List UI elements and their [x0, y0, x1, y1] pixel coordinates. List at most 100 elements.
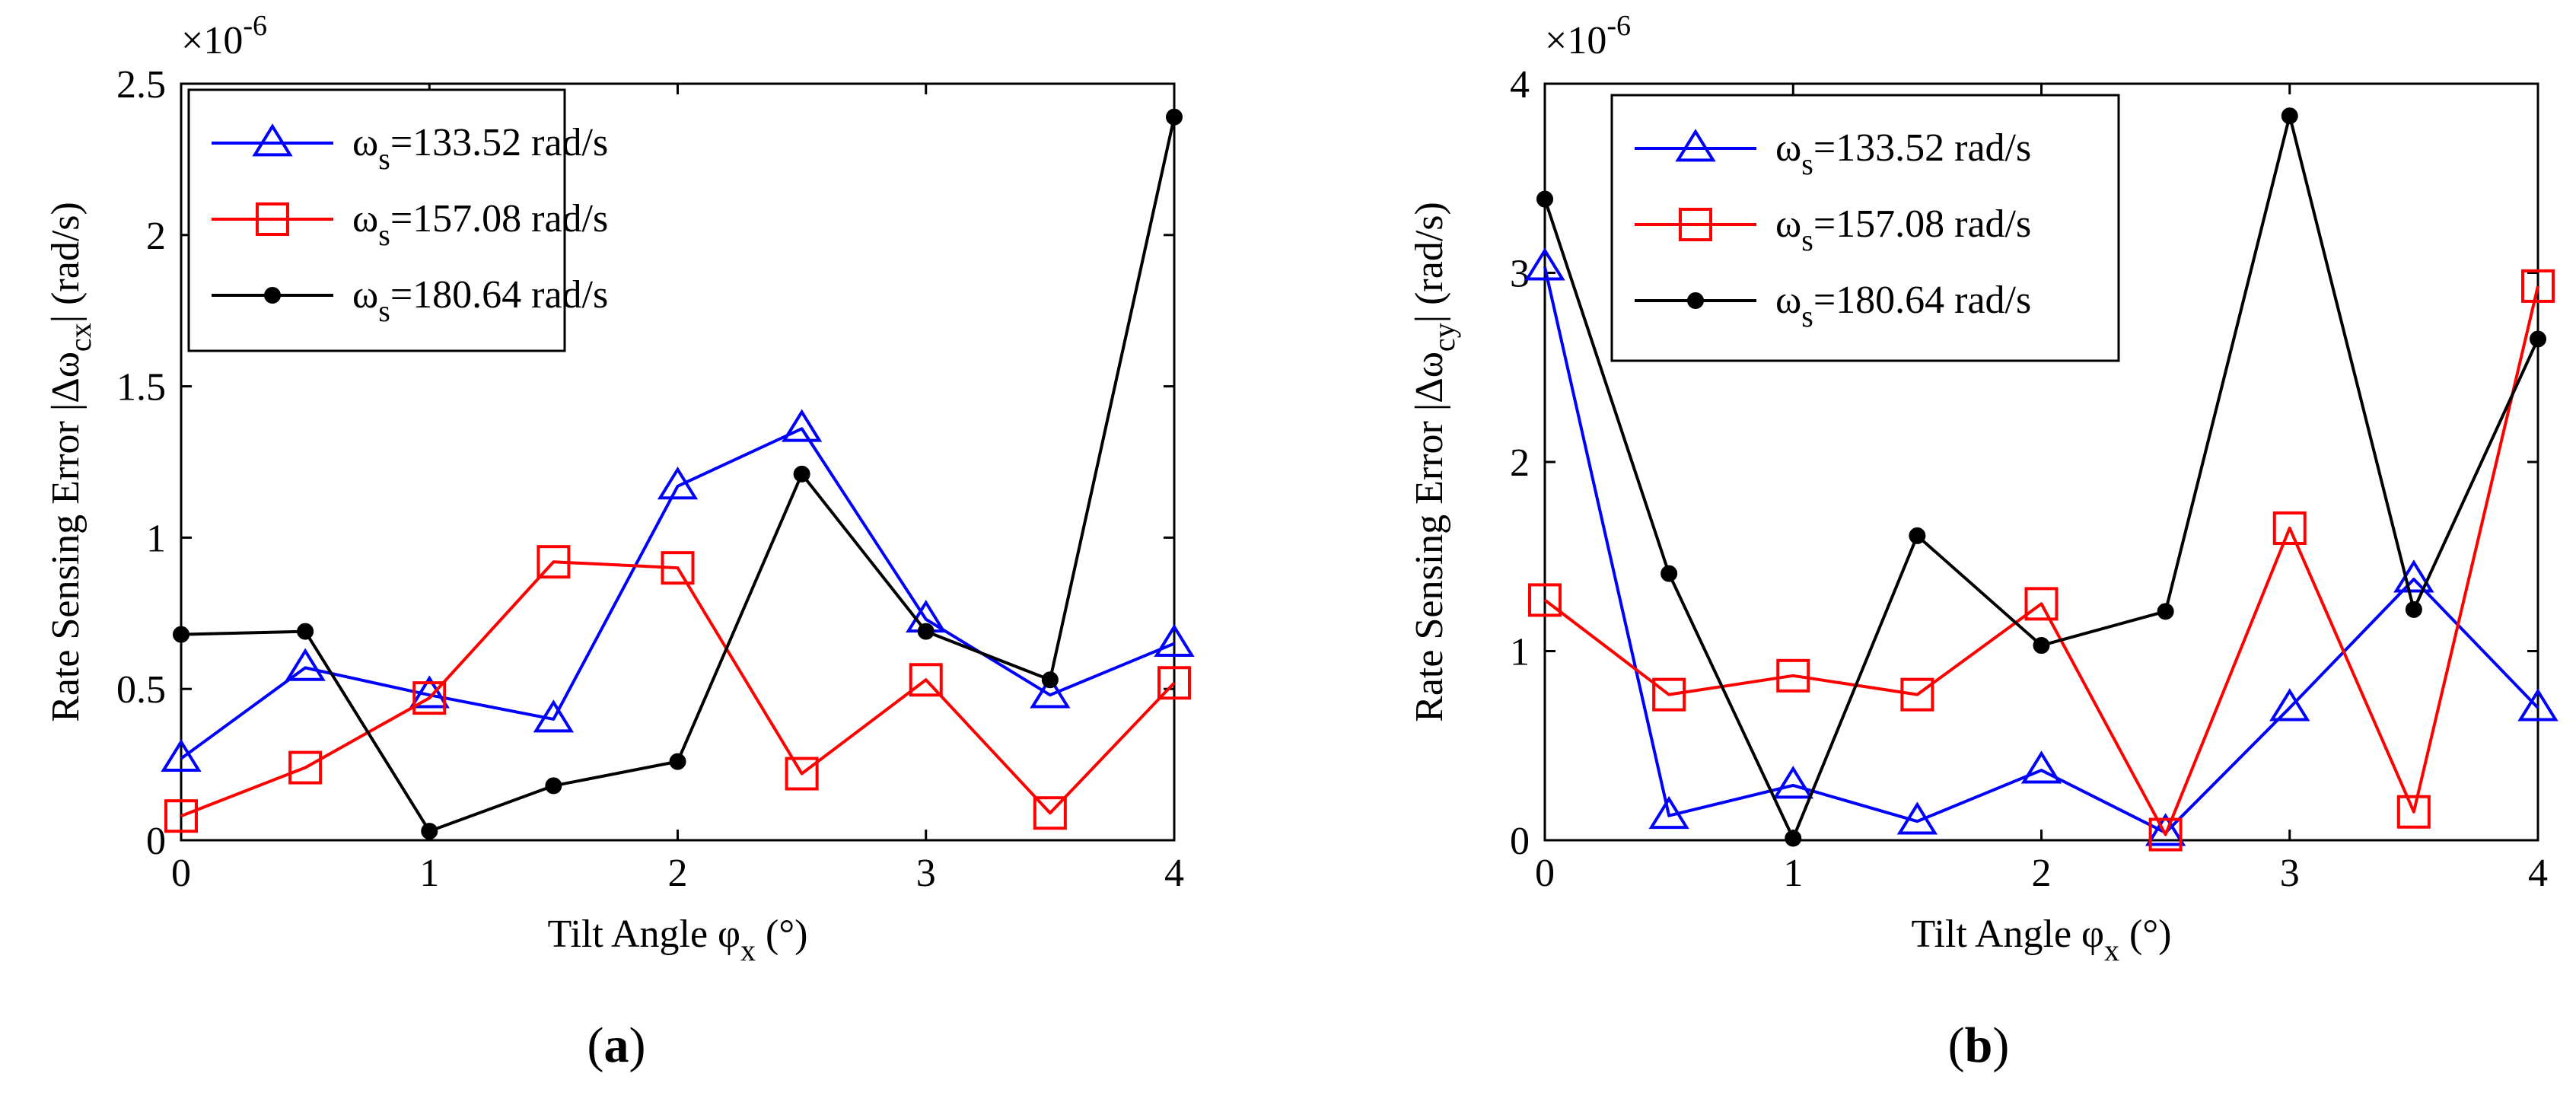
- y-axis-label: Rate Sensing Error |Δωcy| (rad/s): [1408, 202, 1461, 722]
- data-point: [1030, 675, 1071, 709]
- y-tick-label: 1.5: [116, 366, 166, 409]
- legend-entry: ωs=133.52 rad/s: [1775, 126, 2031, 181]
- data-point: [2148, 817, 2183, 852]
- y-tick-label: 0.5: [116, 668, 166, 712]
- data-point: [1166, 108, 1183, 126]
- x-tick-label: 0: [171, 852, 191, 895]
- x-tick-label: 0: [1535, 852, 1555, 895]
- data-point: [533, 699, 575, 733]
- data-point: [1776, 658, 1810, 693]
- legend-box: [1610, 94, 2120, 362]
- data-point: [2145, 813, 2186, 846]
- x-tick-label: 2: [2032, 852, 2052, 895]
- data-point: [412, 681, 447, 715]
- data-point: [1528, 583, 1562, 617]
- series-line: [1543, 266, 2539, 835]
- data-point: [1648, 795, 1689, 830]
- data-point: [781, 409, 823, 442]
- data-point: [2020, 750, 2062, 784]
- x-tick-label: 3: [2280, 852, 2300, 895]
- data-point: [1033, 796, 1067, 830]
- y-tick-label: 3: [1510, 253, 1530, 296]
- series-3: [173, 108, 1183, 840]
- legend-entry: ωs=157.08 rad/s: [352, 197, 608, 252]
- legend-marker: [1675, 129, 1716, 162]
- data-point: [1900, 677, 1934, 712]
- data-point: [1041, 671, 1059, 689]
- data-point: [297, 623, 314, 640]
- series-3: [1536, 107, 2546, 847]
- y-tick-label: 0: [146, 820, 166, 863]
- data-point: [173, 626, 189, 643]
- data-point: [2530, 330, 2546, 348]
- x-axis-label: Tilt Angle φx (°): [1912, 913, 2172, 967]
- legend-marker: [1679, 208, 1712, 241]
- x-tick-label: 2: [668, 852, 688, 895]
- y-tick-label: 2.5: [116, 63, 166, 107]
- data-point: [1896, 801, 1938, 835]
- data-point: [1154, 623, 1195, 657]
- y-tick-label: 4: [1510, 63, 1530, 107]
- data-point: [1652, 677, 1686, 712]
- data-point: [669, 753, 686, 770]
- data-point: [537, 545, 571, 579]
- x-tick-label: 4: [1164, 852, 1184, 895]
- series-2: [164, 545, 1191, 833]
- panel-label: (a): [587, 1018, 646, 1073]
- exponent-power: -6: [243, 10, 267, 42]
- panel-label: (b): [1948, 1018, 2010, 1073]
- y-axis-exponent: ×10-6: [181, 10, 267, 62]
- legend-marker: [252, 123, 293, 157]
- series-2: [1528, 269, 2555, 852]
- data-point: [1157, 666, 1191, 700]
- x-axis-label: Tilt Angle φx (°): [548, 913, 808, 967]
- chart-panel-a: 0 1 2 3 4 0 0.5 1 1.5 2 2.5 ×10-6 Tilt Angle φx (°) R…: [44, 10, 1195, 1073]
- data-point: [917, 623, 935, 640]
- series-1: [161, 409, 1195, 772]
- data-point: [2269, 688, 2310, 722]
- data-point: [421, 823, 438, 840]
- data-point: [2033, 637, 2050, 655]
- x-tick-label: 1: [419, 852, 439, 895]
- data-point: [409, 675, 450, 709]
- data-point: [1785, 830, 1802, 847]
- legend: ωs=133.52 rad/s ωs=157.08 rad/s ωs=180.64 …: [1610, 94, 2120, 362]
- x-tick-label: 1: [1783, 852, 1803, 895]
- data-point: [785, 757, 819, 791]
- data-point: [285, 648, 326, 681]
- data-point: [1909, 527, 1926, 544]
- exponent-base: ×10: [1545, 19, 1606, 62]
- data-point: [161, 738, 202, 772]
- data-point: [909, 663, 943, 697]
- legend-marker: [264, 287, 281, 304]
- y-tick-label: 0: [1510, 820, 1530, 863]
- legend-entry: ωs=180.64 rad/s: [352, 273, 608, 328]
- y-axis-exponent: ×10-6: [1545, 10, 1631, 62]
- exponent-base: ×10: [181, 19, 243, 62]
- data-point: [2396, 795, 2431, 829]
- data-point: [164, 799, 198, 833]
- x-tick-label: 4: [2528, 852, 2548, 895]
- exponent-power: -6: [1606, 10, 1631, 42]
- legend-marker: [256, 202, 289, 236]
- data-point: [657, 467, 699, 500]
- series-line: [180, 427, 1175, 760]
- legend-entry: ωs=133.52 rad/s: [352, 121, 608, 176]
- data-point: [2405, 600, 2422, 618]
- y-tick-label: 1: [1510, 631, 1530, 674]
- y-tick-label: 2: [1510, 441, 1530, 485]
- data-point: [2521, 269, 2555, 303]
- data-point: [1661, 565, 1678, 582]
- y-tick-label: 1: [146, 517, 166, 560]
- data-point: [545, 777, 562, 795]
- data-point: [2024, 587, 2059, 621]
- data-point: [1772, 766, 1813, 799]
- data-point: [2272, 511, 2307, 545]
- legend: ωs=133.52 rad/s ωs=157.08 rad/s ωs=180.64 …: [187, 88, 608, 352]
- y-tick-label: 2: [146, 215, 166, 258]
- series-line: [1543, 285, 2539, 836]
- data-point: [2281, 107, 2298, 125]
- y-axis-label: Rate Sensing Error |Δωcx| (rad/s): [44, 202, 97, 722]
- legend-entry: ωs=180.64 rad/s: [1775, 279, 2031, 333]
